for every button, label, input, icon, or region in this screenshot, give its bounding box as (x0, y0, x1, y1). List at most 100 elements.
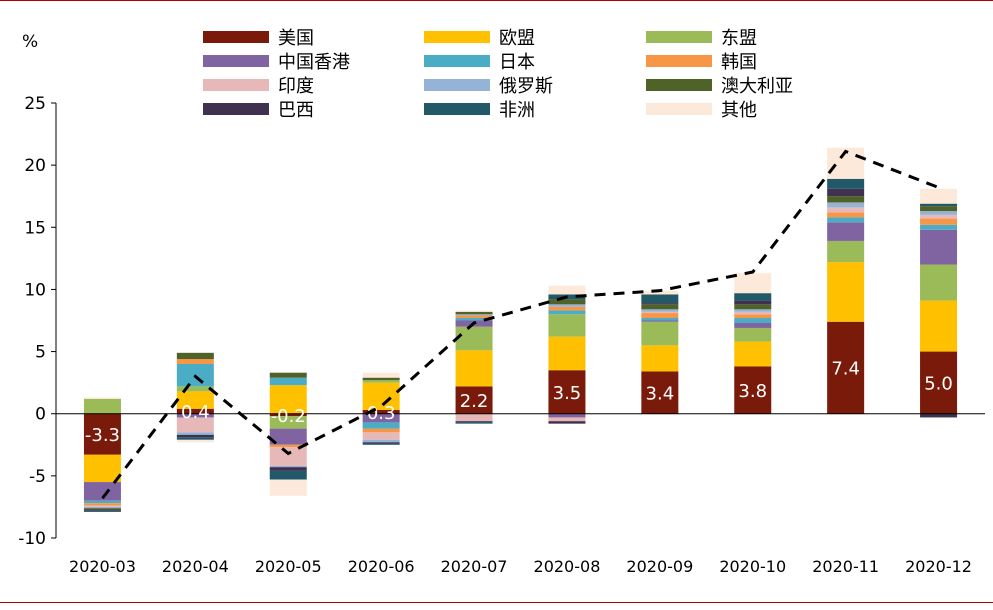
bar-segment (827, 321, 865, 414)
legend-swatch (646, 31, 712, 43)
legend-swatch (424, 79, 490, 91)
bar-segment (455, 311, 493, 315)
bar-segment (641, 313, 679, 319)
legend-label: 美国 (278, 28, 314, 49)
bar-segment (920, 214, 958, 219)
top-border-line (0, 0, 993, 1)
bar-segment (641, 320, 679, 322)
bar-data-label: -3.3 (85, 425, 120, 446)
bar-segment (548, 370, 586, 414)
x-tick-label: 2020-04 (162, 557, 229, 576)
bar-segment (83, 506, 121, 509)
x-tick-label: 2020-12 (905, 557, 972, 576)
bar-segment (176, 417, 214, 433)
bar-data-label: 0.3 (367, 403, 396, 424)
legend-label: 非洲 (499, 100, 535, 121)
bar-segment (83, 503, 121, 506)
bar-segment (269, 372, 307, 378)
bar-segment (920, 206, 958, 212)
bar-segment (83, 500, 121, 504)
x-tick-label: 2020-03 (69, 557, 136, 576)
bar-segment (920, 229, 958, 265)
bar-data-label: 0.4 (181, 402, 210, 423)
bar-segment (827, 217, 865, 223)
bar-segment (176, 386, 214, 392)
bar-segment (920, 300, 958, 352)
bar-segment (548, 421, 586, 424)
bar-segment (641, 321, 679, 346)
bar-segment (641, 290, 679, 295)
bar-data-label: 5.0 (924, 374, 953, 395)
bar-data-label: 2.2 (460, 391, 489, 412)
x-tick-label: 2020-06 (348, 557, 415, 576)
bar-segment (176, 391, 214, 409)
bar-segment (641, 345, 679, 372)
bar-segment (362, 377, 400, 381)
bar-segment (83, 505, 121, 507)
bar-segment (176, 413, 214, 418)
bar-segment (455, 421, 493, 423)
bar-segment (176, 408, 214, 414)
bar-segment (641, 311, 679, 314)
bar-segment (920, 264, 958, 301)
legend-swatch (646, 103, 712, 115)
y-axis-unit-label: % (22, 32, 38, 52)
bar-data-label: 7.4 (831, 359, 860, 380)
bottom-border-line (0, 602, 993, 603)
bar-segment (362, 413, 400, 423)
bar-segment (641, 303, 679, 305)
bar-segment (827, 262, 865, 322)
x-tick-label: 2020-11 (812, 557, 879, 576)
bar-segment (548, 306, 586, 311)
bar-segment (83, 413, 121, 455)
bar-segment (734, 322, 772, 328)
x-tick-label: 2020-07 (441, 557, 508, 576)
y-tick-label: 20 (24, 156, 46, 176)
x-tick-label: 2020-09 (626, 557, 693, 576)
bar-segment (83, 482, 121, 501)
bar-segment (734, 366, 772, 414)
bar-segment (920, 218, 958, 225)
y-tick-label: 10 (24, 280, 46, 300)
bar-segment (362, 422, 400, 429)
bar-segment (827, 188, 865, 197)
bar-segment (362, 443, 400, 445)
bar-segment (641, 309, 679, 312)
bar-segment (548, 314, 586, 337)
bar-segment (269, 465, 307, 468)
bar-segment (269, 385, 307, 414)
bar-segment (920, 413, 958, 418)
legend-swatch (203, 55, 269, 67)
bar-segment (827, 212, 865, 218)
bar-segment (362, 432, 400, 440)
legend-swatch (203, 79, 269, 91)
bar-segment (269, 444, 307, 448)
bar-segment (455, 422, 493, 424)
bar-segment (83, 398, 121, 414)
bar-data-label: 3.4 (646, 384, 675, 405)
bar-segment (734, 314, 772, 319)
y-tick-label: 5 (35, 343, 46, 363)
bar-segment (827, 178, 865, 189)
bar-segment (455, 386, 493, 414)
bar-segment (362, 439, 400, 443)
bar-segment (827, 207, 865, 213)
bar-segment (269, 479, 307, 496)
bar-segment (548, 304, 586, 307)
bar-segment (176, 434, 214, 438)
y-tick-label: 0 (35, 405, 46, 425)
bar-segment (920, 211, 958, 215)
bar-segment (734, 304, 772, 310)
bar-segment (920, 351, 958, 414)
legend-label: 日本 (499, 52, 535, 73)
bar-segment (455, 318, 493, 321)
legend-label: 韩国 (721, 52, 757, 73)
bar-segment (734, 300, 772, 305)
bar-segment (176, 352, 214, 360)
y-tick-label: 25 (24, 94, 46, 114)
x-tick-label: 2020-10 (719, 557, 786, 576)
legend-label: 中国香港 (278, 52, 350, 73)
bar-segment (827, 222, 865, 241)
